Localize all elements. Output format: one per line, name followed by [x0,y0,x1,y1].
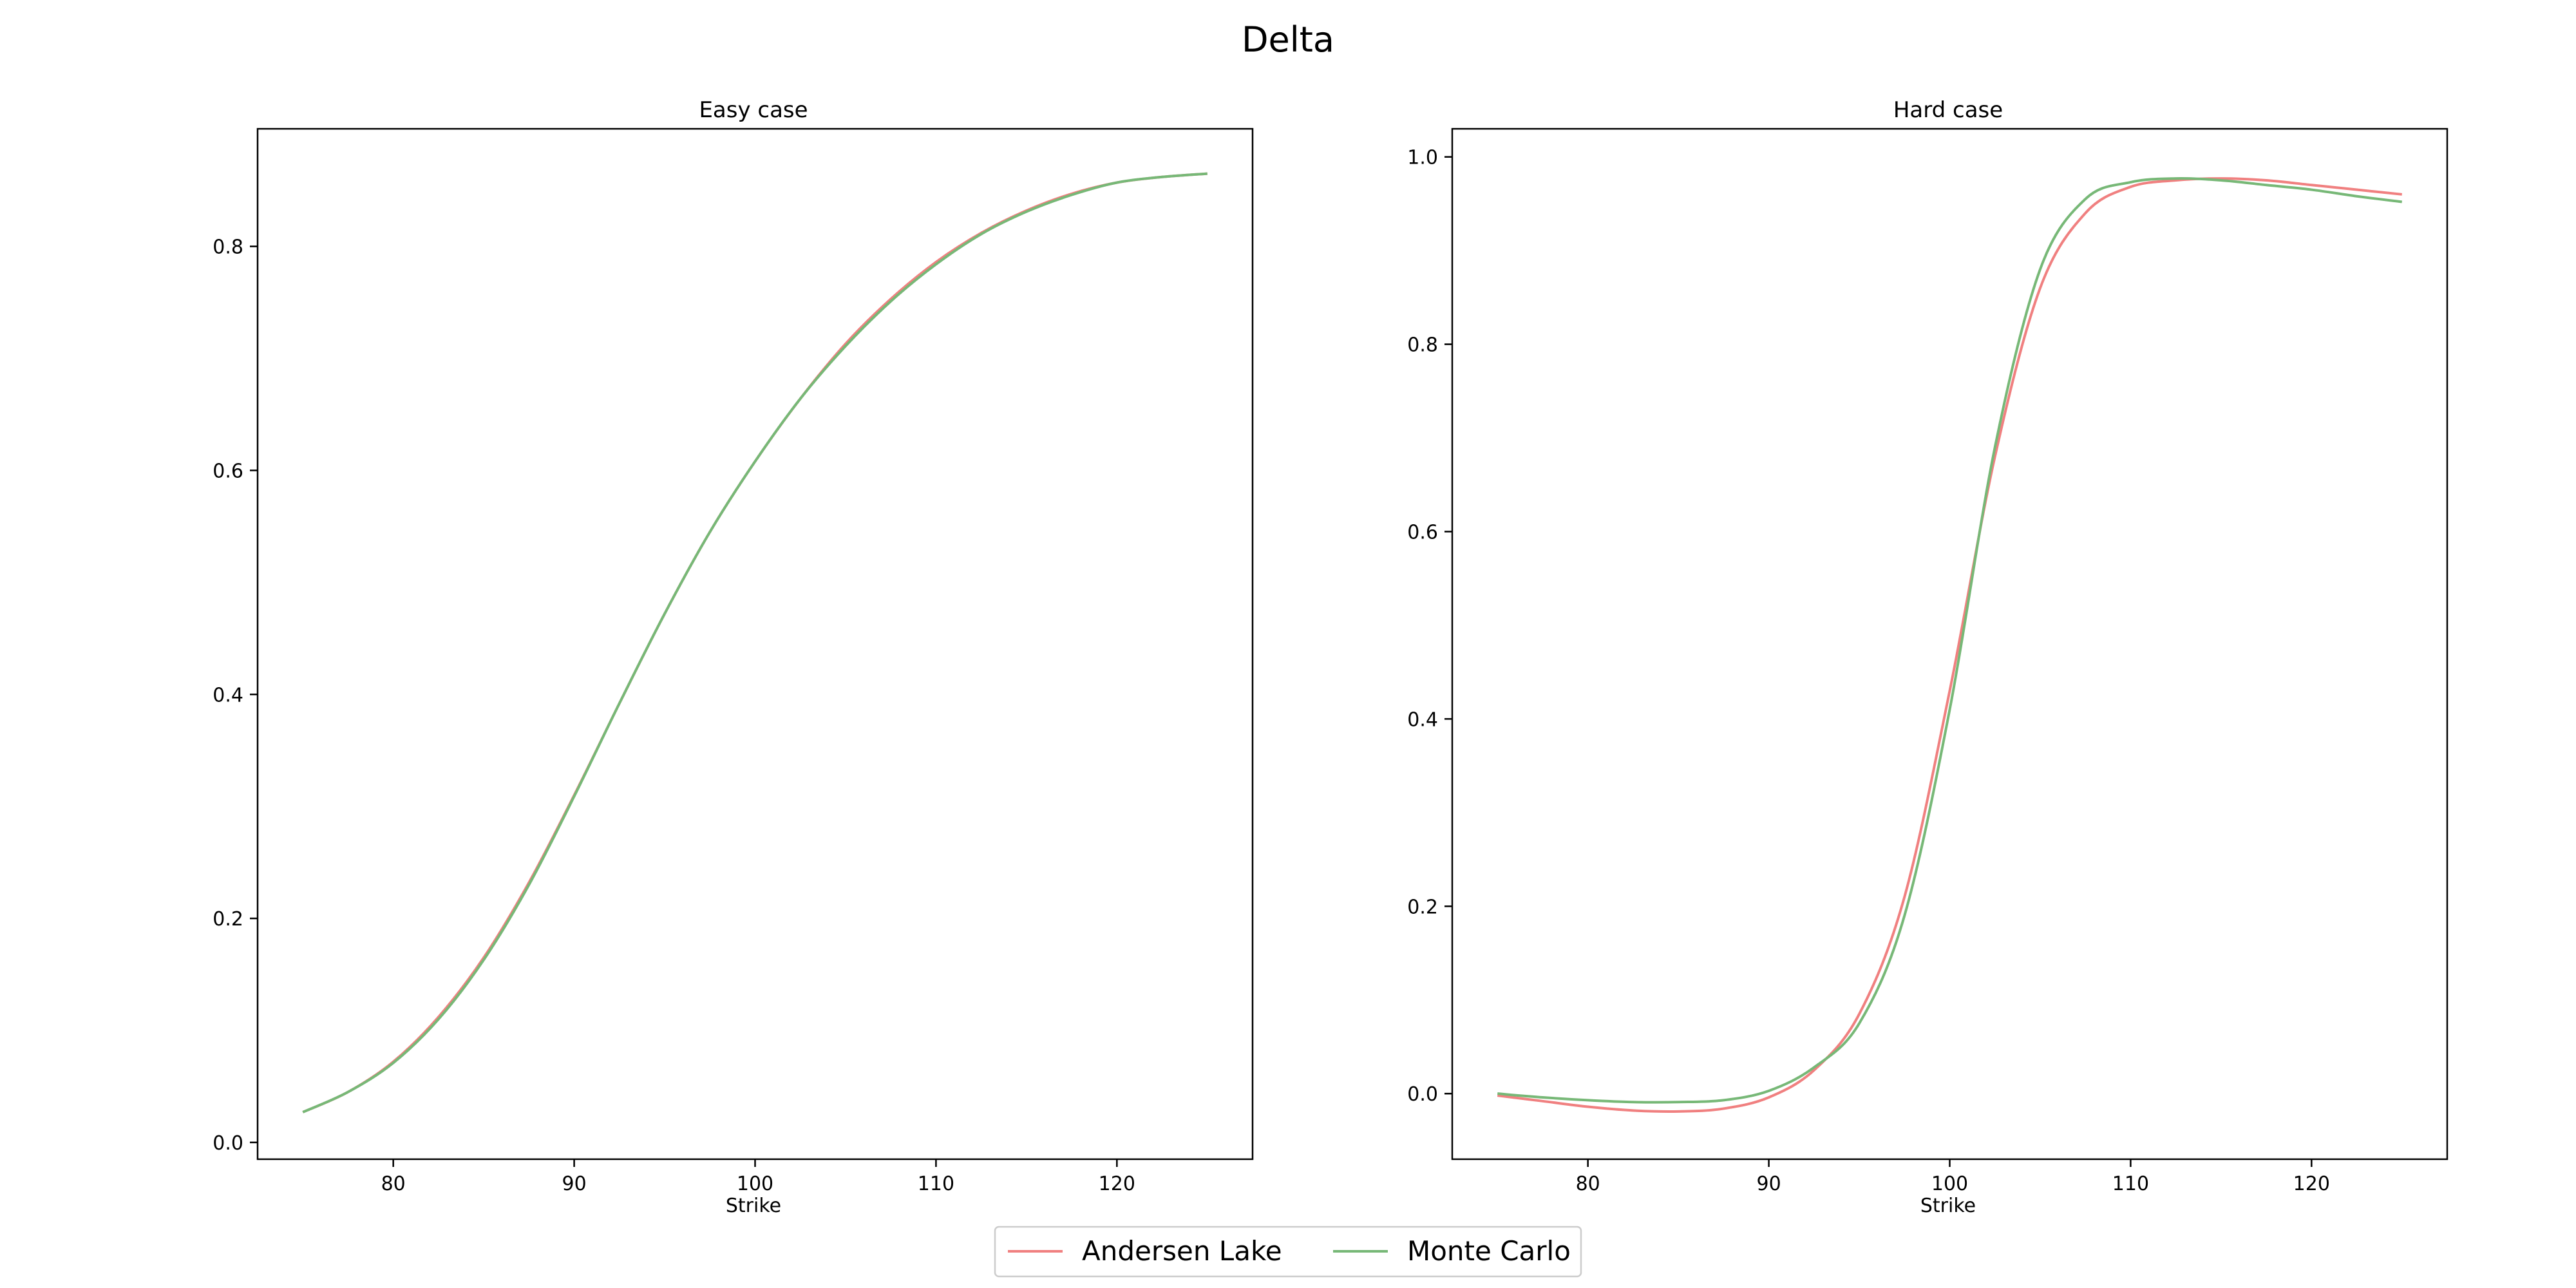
easy-case-line-andersen-lake [302,172,1208,1113]
easy-case-y-tick-label: 0.0 [213,1132,243,1155]
hard-case-x-tick-label: 110 [2112,1173,2149,1195]
easy-case-x-tick-label: 90 [562,1173,586,1195]
easy-case-x-tick-label: 120 [1099,1173,1135,1195]
hard-case-title: Hard case [1893,97,2003,123]
easy-case-x-tick-label: 80 [381,1173,406,1195]
easy-case-y-tick-label: 0.2 [213,908,243,931]
hard-case-panel: Hard case Strike 80 90 100 110 120 0.0 0.2 0.4 0… [1407,97,2448,1217]
easy-case-line-monte-carlo [302,172,1208,1113]
hard-case-x-tick-label: 80 [1576,1173,1600,1195]
easy-case-axes-frame [256,128,1254,1160]
figure-title: Delta [1242,19,1334,60]
legend-label-monte-carlo: Monte Carlo [1407,1235,1571,1267]
hard-case-y-tick-label: 1.0 [1407,147,1438,169]
legend: Andersen Lake Monte Carlo [994,1226,1582,1278]
easy-case-y-tick-label: 0.8 [213,236,243,259]
hard-case-x-tick-label: 100 [1931,1173,1968,1195]
hard-case-y-tick-label: 0.8 [1407,334,1438,357]
easy-case-x-tick-label: 110 [918,1173,954,1195]
hard-case-y-tick-label: 0.4 [1407,708,1438,731]
legend-box [994,1226,1582,1278]
hard-case-line-monte-carlo [1497,177,2403,1104]
easy-case-x-tick-label: 100 [737,1173,773,1195]
hard-case-line-andersen-lake [1497,177,2402,1113]
easy-case-x-axis-label: Strike [726,1195,781,1217]
easy-case-title: Easy case [699,97,808,123]
hard-case-y-tick-label: 0.0 [1407,1083,1438,1106]
hard-case-y-tick-label: 0.6 [1407,521,1438,544]
hard-case-x-tick-label: 90 [1756,1173,1781,1195]
hard-case-x-axis-label: Strike [1920,1195,1976,1217]
easy-case-panel: Easy case Strike 80 90 100 110 120 0.0 0.2 0.4 0… [213,97,1254,1217]
hard-case-x-tick-label: 120 [2293,1173,2330,1195]
hard-case-y-tick-label: 0.2 [1407,896,1438,918]
easy-case-y-tick-label: 0.6 [213,460,243,482]
hard-case-axes-frame [1451,128,2448,1160]
easy-case-y-tick-label: 0.4 [213,684,243,706]
legend-label-andersen-lake: Andersen Lake [1082,1235,1282,1267]
